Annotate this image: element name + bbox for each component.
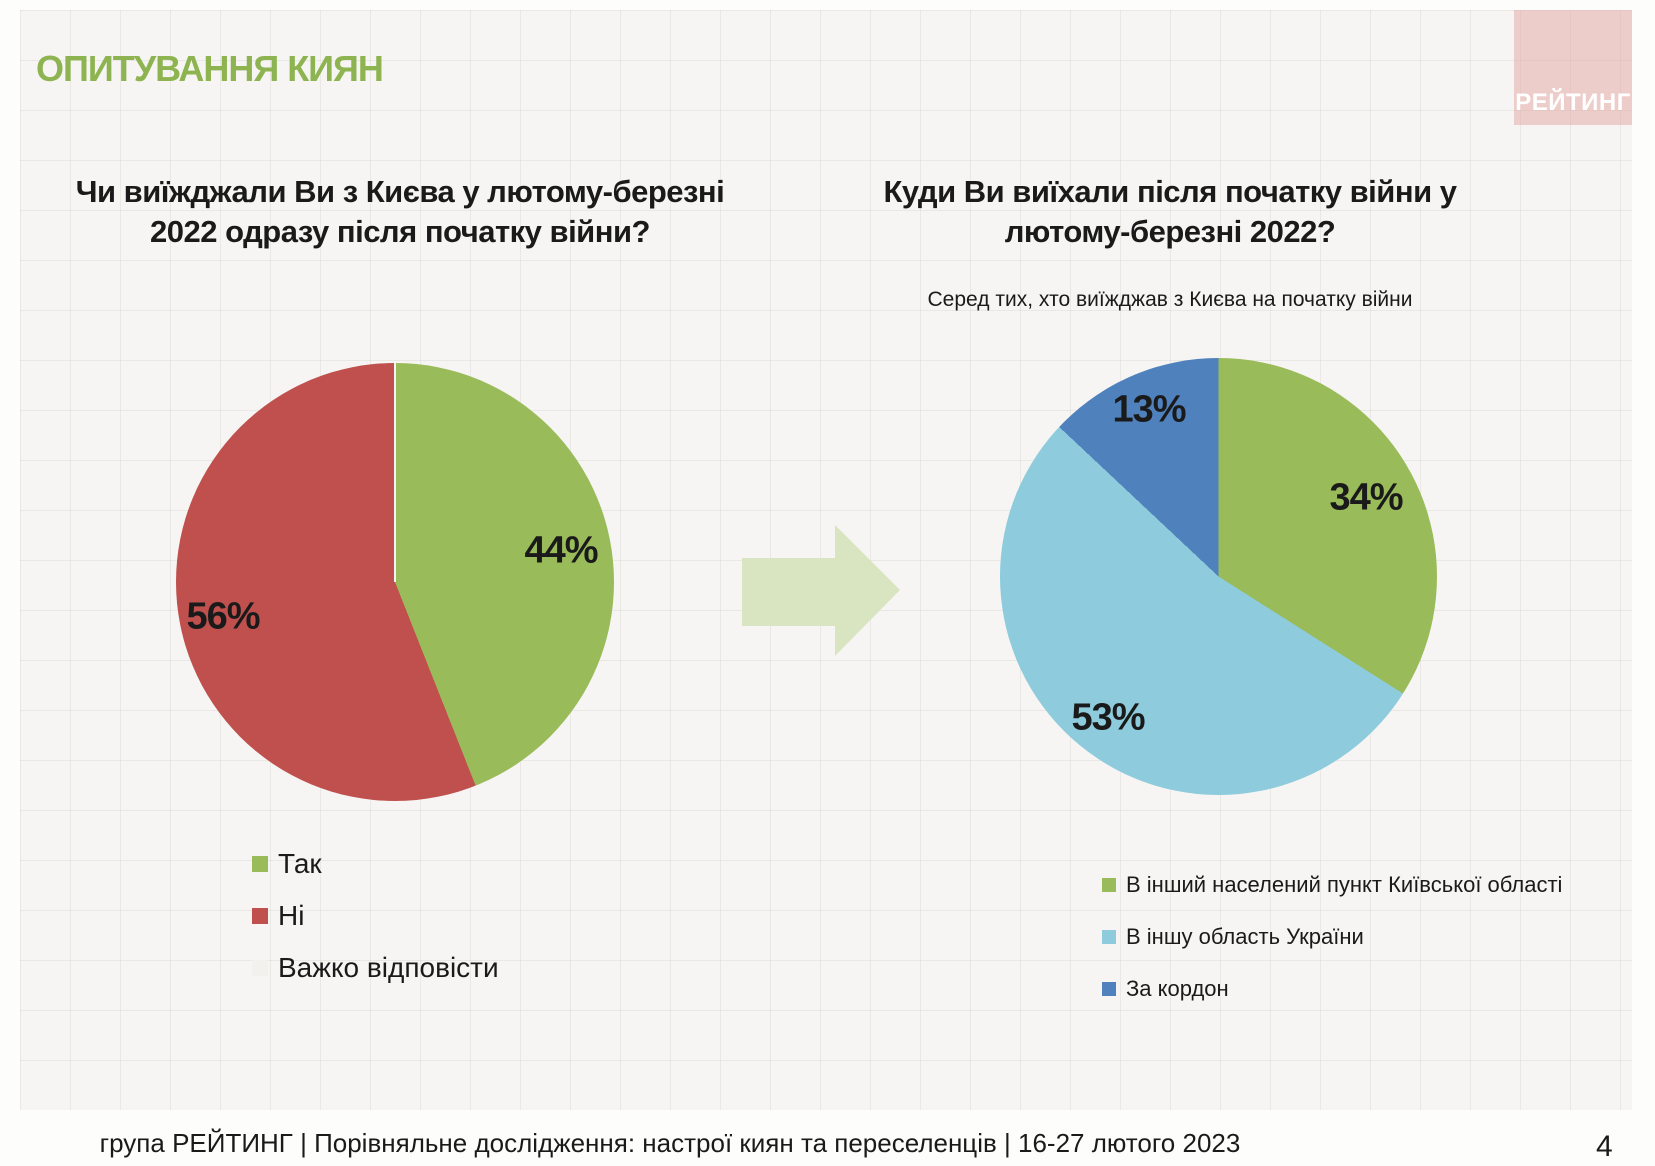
legend-label: За кордон	[1126, 976, 1229, 1001]
pie-slice-divider	[394, 363, 396, 582]
chart-left-title: Чи виїжджали Ви з Києва у лютому-березні…	[75, 174, 725, 249]
rating-logo-text: РЕЙТИНГ	[1515, 89, 1631, 116]
legend-item-abroad: За кордон	[1102, 976, 1229, 1002]
legend-swatch-green-icon	[1102, 878, 1116, 892]
legend-label: В іншу область України	[1126, 924, 1364, 949]
legend-swatch-lightblue-icon	[1102, 930, 1116, 944]
legend-swatch-green-icon	[252, 856, 268, 872]
legend-label: Так	[278, 848, 322, 879]
pie-chart-left	[176, 363, 614, 801]
footer-source: група РЕЙТИНГ | Порівняльне дослідження:…	[99, 1128, 1241, 1158]
pie-data-label-other-region: 53%	[1071, 696, 1145, 739]
rating-logo: РЕЙТИНГ	[1514, 10, 1632, 125]
page-number: 4	[1596, 1130, 1613, 1163]
pie-data-label-yes: 44%	[524, 529, 598, 572]
legend-item-other-region: В іншу область України	[1102, 924, 1364, 950]
legend-item-kyiv-region: В інший населений пункт Київської област…	[1102, 872, 1562, 898]
legend-label: Важко відповісти	[278, 952, 499, 983]
page-title: ОПИТУВАННЯ КИЯН	[36, 48, 384, 89]
legend-item-yes: Так	[252, 848, 322, 880]
legend-swatch-blue-icon	[1102, 982, 1116, 996]
chart-right-title: Куди Ви виїхали після початку війни у лю…	[883, 174, 1457, 249]
legend-label: В інший населений пункт Київської област…	[1126, 872, 1563, 897]
pie-data-label-no: 56%	[186, 595, 260, 638]
chart-right-subtitle: Серед тих, хто виїжджав з Києва на почат…	[927, 288, 1413, 311]
legend-label: Ні	[278, 900, 305, 931]
legend-item-hard-to-answer: Важко відповісти	[252, 952, 499, 984]
pie-data-label-kyiv-region: 34%	[1329, 476, 1403, 519]
legend-swatch-gray-icon	[252, 960, 268, 976]
pie-data-label-abroad: 13%	[1112, 388, 1186, 431]
legend-swatch-red-icon	[252, 908, 268, 924]
legend-item-no: Ні	[252, 900, 304, 932]
pie-chart-right	[1000, 358, 1437, 795]
